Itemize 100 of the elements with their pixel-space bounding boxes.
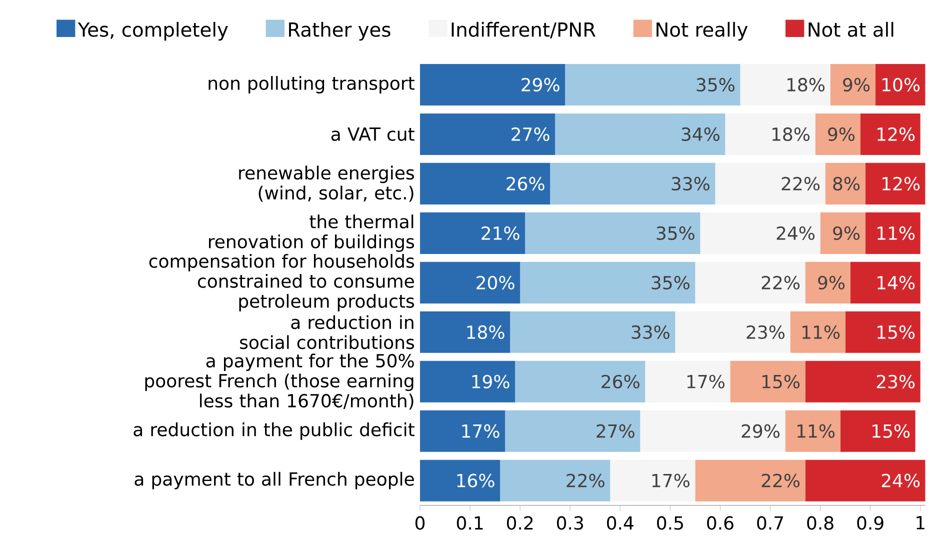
bar [865, 162, 926, 204]
data-label: 24% [882, 474, 920, 488]
data-label: 15% [878, 325, 915, 339]
data-label: 15% [872, 424, 910, 438]
bar [850, 262, 920, 304]
data-label: 22% [566, 474, 604, 488]
data-label: 26% [602, 374, 640, 388]
bar [420, 64, 566, 106]
data-label: 11% [802, 325, 840, 339]
x-tick-label: 0.4 [607, 516, 634, 530]
bar [830, 64, 876, 106]
bar [555, 113, 726, 156]
bar [860, 113, 920, 156]
y-tick-label: a payment for the 50% poorest French (those earning less than 1670€/month) [145, 354, 414, 410]
bar [725, 113, 816, 156]
data-label: 22% [762, 474, 800, 488]
data-label: 24% [776, 226, 815, 240]
legend-label: Not at all [808, 22, 894, 37]
bar [840, 410, 916, 452]
data-label: 29% [742, 424, 780, 438]
data-label: 9% [833, 226, 860, 240]
data-label: 12% [878, 127, 915, 142]
y-tick-label: a reduction in the public deficit [134, 422, 414, 440]
data-label: 33% [632, 325, 670, 339]
bar [790, 311, 846, 353]
data-label: 9% [843, 78, 870, 92]
bar [550, 162, 716, 204]
bar [505, 410, 640, 452]
bar [525, 212, 700, 254]
data-label: 22% [762, 276, 800, 290]
data-label: 26% [506, 176, 544, 191]
x-tick-label: 0.6 [707, 516, 734, 530]
data-label: 22% [782, 176, 820, 191]
data-label: 27% [512, 127, 550, 142]
legend-label: Yes, completely [78, 22, 228, 41]
data-label: 35% [656, 226, 694, 240]
bar [785, 410, 840, 452]
data-label: 16% [457, 474, 494, 488]
bar [510, 311, 676, 353]
bar [420, 460, 500, 502]
bar [805, 262, 850, 304]
bar [805, 460, 926, 502]
legend-label: Indifferent/PNR [452, 22, 596, 38]
legend-label: Rather yes [289, 22, 390, 41]
data-label: 23% [876, 374, 915, 388]
bar [825, 162, 866, 204]
bar [420, 113, 556, 156]
x-tick-label: 0.7 [757, 516, 784, 530]
data-label: 35% [652, 276, 690, 290]
legend-label: Not really [656, 22, 748, 41]
bar [420, 360, 516, 402]
data-label: 20% [476, 276, 514, 290]
data-label: 17% [687, 374, 724, 388]
y-tick-label: the thermal renovation of buildings [208, 214, 414, 252]
x-tick-label: 0.5 [657, 516, 683, 530]
data-label: 27% [596, 424, 634, 438]
x-tick-label: 0.8 [807, 516, 834, 530]
bar [420, 262, 520, 304]
data-label: 23% [746, 325, 784, 339]
data-label: 19% [472, 374, 510, 388]
data-label: 14% [878, 276, 915, 290]
bar [700, 212, 820, 254]
bar [740, 64, 830, 106]
bar [845, 311, 920, 353]
data-label: 11% [878, 226, 915, 240]
bar [865, 212, 920, 254]
bar [420, 162, 550, 204]
data-label: 18% [467, 325, 504, 339]
bar [515, 360, 646, 402]
x-tick-label: 0 [415, 516, 425, 530]
bar [500, 460, 610, 502]
data-label: 17% [652, 474, 690, 488]
bar [695, 262, 806, 304]
data-label: 18% [772, 127, 810, 142]
data-label: 12% [882, 176, 920, 191]
bar [805, 360, 920, 402]
x-tick-label: 0.1 [456, 516, 483, 530]
data-label: 18% [787, 78, 825, 92]
data-label: 17% [462, 424, 500, 438]
y-tick-label: a reduction in social contributions [240, 315, 414, 350]
bar [730, 360, 806, 402]
bar [420, 410, 506, 452]
data-label: 15% [762, 374, 800, 388]
bar [420, 212, 526, 254]
data-label: 9% [828, 127, 855, 142]
bar [640, 410, 786, 452]
y-tick-label: a payment to all French people [134, 472, 414, 490]
data-label: 29% [522, 78, 560, 92]
data-label: 33% [672, 176, 710, 191]
data-label: 34% [682, 127, 720, 142]
bar [875, 64, 926, 106]
y-tick-label: renewable energies (wind, solar, etc.) [239, 166, 414, 202]
y-tick-label: a VAT cut [331, 128, 414, 141]
bar [565, 64, 740, 106]
data-label: 8% [833, 176, 860, 191]
bar [815, 113, 860, 156]
data-label: 11% [797, 424, 835, 438]
bar [820, 212, 866, 254]
x-tick-label: 0.9 [857, 516, 884, 530]
bar [645, 360, 730, 402]
